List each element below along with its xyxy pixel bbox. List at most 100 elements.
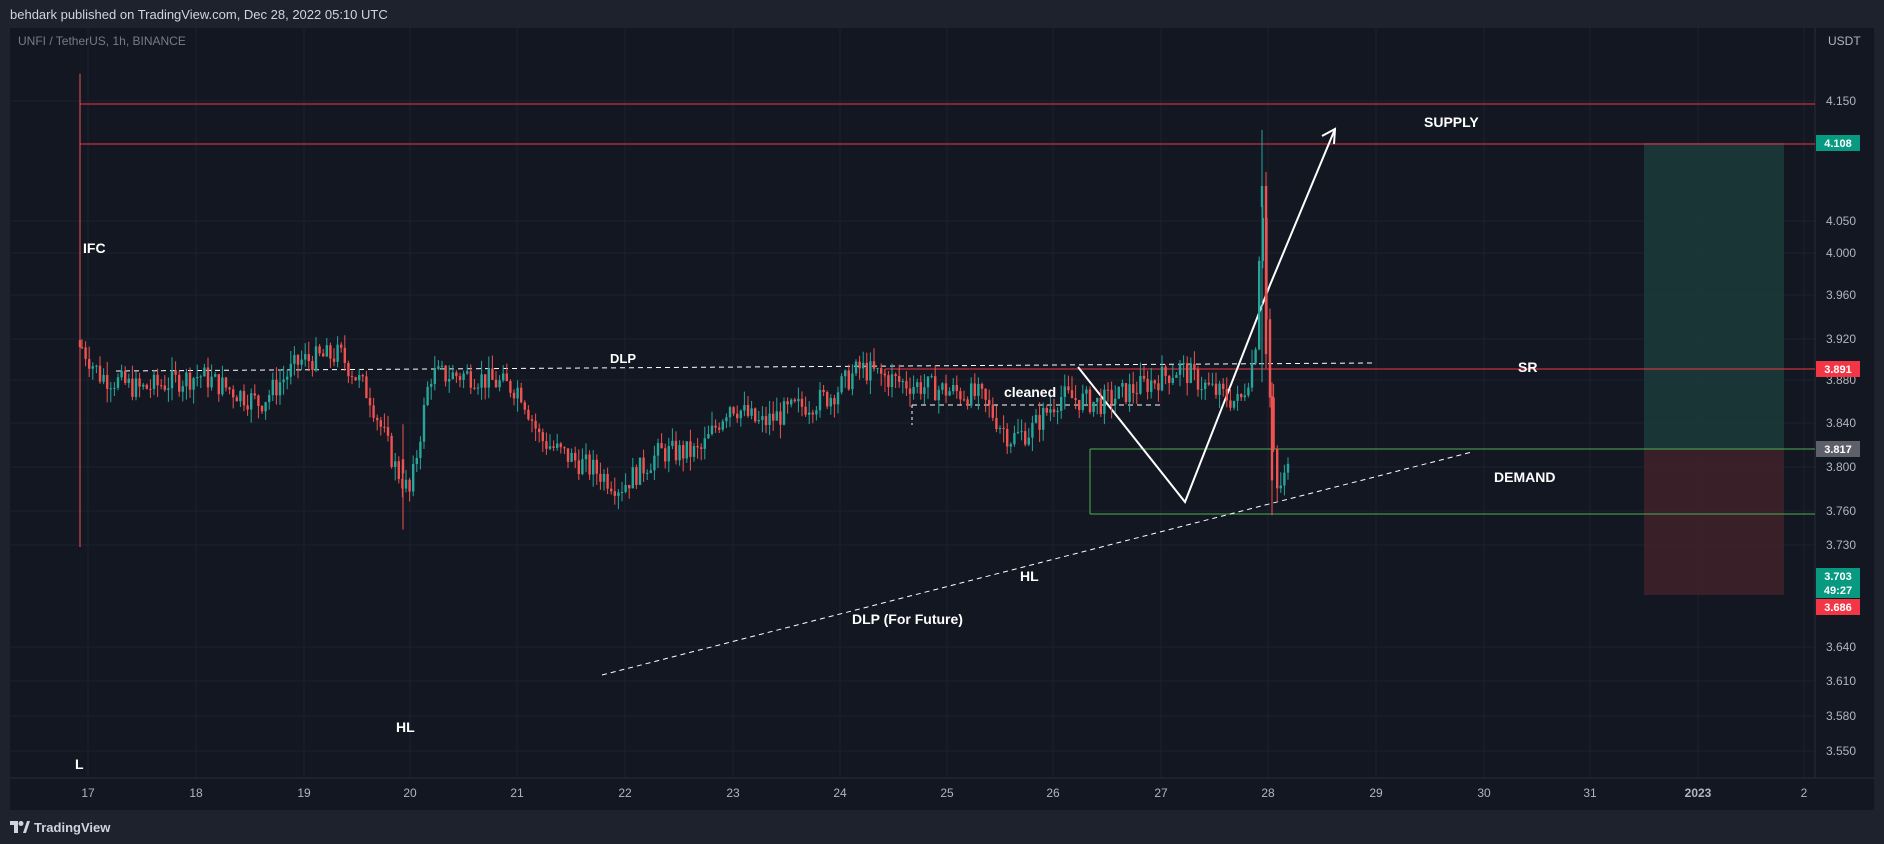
candle-body <box>1160 366 1164 391</box>
candle-body <box>854 361 858 374</box>
candle-body <box>282 379 285 383</box>
candle-body <box>559 443 562 448</box>
candle-body <box>836 392 840 405</box>
candle-body <box>700 447 703 449</box>
tradingview-logo[interactable]: TradingView <box>10 819 110 835</box>
candle-body <box>210 376 213 388</box>
candle-body <box>422 405 426 442</box>
candle-body <box>1009 444 1012 447</box>
candle-body <box>98 365 102 382</box>
candle-body <box>484 374 487 388</box>
candle-body <box>88 359 91 369</box>
candle-body <box>383 426 386 428</box>
candle-body <box>898 375 901 382</box>
price-tag-label: 3.686 <box>1824 602 1852 614</box>
candle-body <box>1049 409 1052 413</box>
candle-body <box>602 473 606 482</box>
y-tick-label: 3.920 <box>1826 332 1856 346</box>
candle-body <box>1110 389 1113 405</box>
candle-body <box>728 407 732 418</box>
candle-body <box>685 441 688 459</box>
candle-body <box>808 412 811 415</box>
candle-body <box>721 421 724 430</box>
candle-body <box>494 379 498 388</box>
candle-body <box>80 347 84 349</box>
candle-body <box>250 393 253 410</box>
candle-body <box>102 374 105 382</box>
candle-body <box>476 387 480 389</box>
candle-body <box>934 376 937 401</box>
candle-body <box>221 377 224 395</box>
candle-body <box>556 443 559 448</box>
candle-body <box>1207 382 1210 385</box>
candle-body <box>764 416 768 426</box>
x-tick-label: 20 <box>403 786 417 800</box>
candle-body <box>1074 398 1077 400</box>
candle-body <box>1193 363 1196 370</box>
candle-body <box>1106 389 1110 391</box>
candle-body <box>714 425 717 428</box>
reward-zone <box>1644 143 1784 449</box>
top-bar: behdark published on TradingView.com, De… <box>0 0 1884 28</box>
candle-body <box>1020 431 1023 433</box>
candle-body <box>577 460 580 475</box>
candle-body <box>638 457 642 485</box>
candle-body <box>437 366 440 369</box>
candle-body <box>1189 363 1192 383</box>
y-tick-label: 3.640 <box>1826 640 1856 654</box>
risk-zone <box>1644 449 1784 595</box>
candle-body <box>1081 393 1084 411</box>
candle-body <box>448 378 451 382</box>
candle-body <box>426 386 429 406</box>
candle-body <box>1146 378 1149 392</box>
candle-body <box>545 441 548 449</box>
candle-body <box>883 373 886 376</box>
candle-body <box>271 379 274 396</box>
candle-body <box>1092 401 1095 413</box>
candle-body <box>948 391 951 396</box>
candle-body <box>293 355 296 364</box>
candle-body <box>217 374 220 395</box>
candle-body <box>718 427 721 430</box>
currency-label: USDT <box>1828 34 1861 48</box>
candle-body <box>1099 397 1102 415</box>
candle-body <box>980 383 984 389</box>
candle-body <box>78 340 82 348</box>
candle-body <box>815 410 818 415</box>
candle-body <box>1031 422 1034 438</box>
candle-body <box>1225 388 1228 401</box>
candle-body <box>905 381 908 389</box>
candle-body <box>397 461 400 479</box>
candle-body <box>570 452 573 462</box>
candle-body <box>955 385 958 392</box>
candle-body <box>440 365 444 367</box>
y-tick-label: 4.000 <box>1826 246 1856 260</box>
price-tag-label: 3.703 <box>1824 571 1852 583</box>
candle-body <box>581 459 584 475</box>
candle-body <box>354 377 357 381</box>
candle-body <box>1240 394 1243 398</box>
candle-body <box>430 384 433 387</box>
candle-body <box>1070 390 1074 399</box>
candle-body <box>242 391 246 406</box>
candle-body <box>1085 389 1088 394</box>
candle-body <box>869 361 872 381</box>
candle-body <box>480 374 483 388</box>
candle-body <box>1218 383 1221 395</box>
candle-body <box>995 417 998 430</box>
candle-body <box>466 371 469 374</box>
candle-body <box>1016 431 1020 433</box>
candle-body <box>703 438 706 449</box>
chart-area[interactable] <box>10 28 1874 810</box>
projection-path <box>1077 128 1336 504</box>
candle-body <box>998 427 1002 430</box>
candle-body <box>185 372 188 387</box>
candle-body <box>1236 394 1239 401</box>
candle-body <box>912 386 915 394</box>
candle-body <box>1121 383 1124 387</box>
x-tick-label: 21 <box>510 786 524 800</box>
candle-body <box>822 389 825 393</box>
candle-body <box>790 399 793 405</box>
x-tick-label: 23 <box>726 786 740 800</box>
